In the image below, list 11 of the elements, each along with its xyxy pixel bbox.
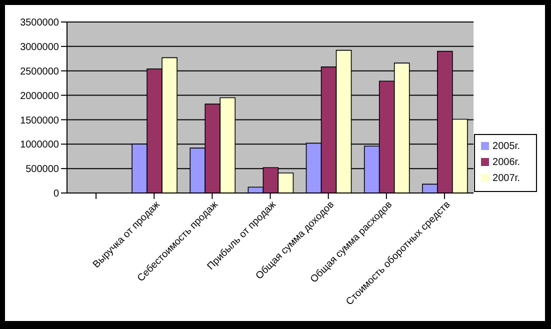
y-tick-label: 1500000 (20, 115, 60, 126)
y-tick-label: 2000000 (20, 90, 60, 102)
legend-label: 2005г. (492, 141, 520, 152)
y-tick-label: 0 (53, 188, 60, 200)
legend-label: 2006г. (492, 157, 520, 168)
y-tick-label: 500000 (26, 164, 60, 176)
y-tick-label: 3000000 (20, 42, 60, 53)
y-tick-label: 3500000 (20, 18, 60, 29)
y-tick-label: 1000000 (20, 140, 60, 151)
y-tick-label: 2500000 (20, 66, 60, 78)
legend-label: 2007г. (492, 173, 520, 184)
